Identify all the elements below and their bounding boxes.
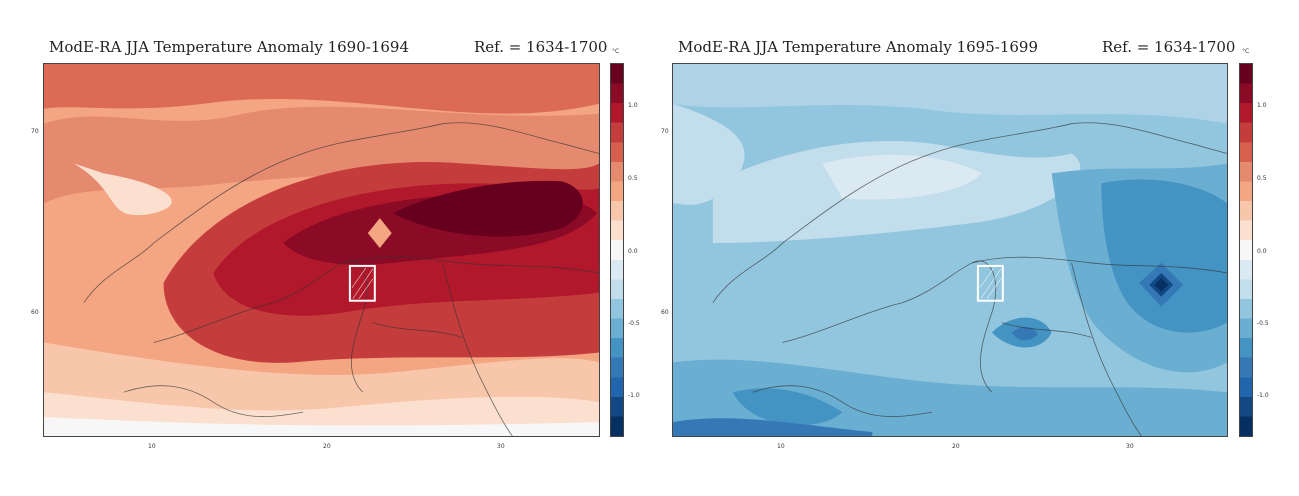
colorbar-tick: 0.0 bbox=[628, 248, 638, 255]
colorbar-tick: 1.0 bbox=[1257, 102, 1267, 109]
colorbar-tick: -1.0 bbox=[628, 392, 640, 399]
temperature-anomaly-map bbox=[672, 63, 1228, 437]
temperature-anomaly-map bbox=[43, 63, 600, 437]
colorbar bbox=[1239, 63, 1253, 437]
panel-title: ModE-RA JJA Temperature Anomaly 1695-169… bbox=[678, 38, 1038, 56]
reference-period: Ref. = 1634-1700 bbox=[1102, 38, 1236, 56]
study-area-box bbox=[348, 264, 376, 302]
lon-label-10: 10 bbox=[777, 443, 785, 450]
colorbar-unit: °C bbox=[1242, 48, 1250, 55]
colorbar bbox=[610, 63, 624, 437]
colorbar-tick: 0.5 bbox=[628, 175, 638, 182]
colorbar-tick: 1.0 bbox=[628, 102, 638, 109]
lon-label-20: 20 bbox=[952, 443, 960, 450]
lat-label-60: 60 bbox=[661, 309, 669, 316]
colorbar-unit: °C bbox=[612, 48, 620, 55]
panel-title: ModE-RA JJA Temperature Anomaly 1690-169… bbox=[49, 38, 409, 56]
map-svg bbox=[44, 64, 599, 436]
colorbar-tick: -1.0 bbox=[1257, 392, 1269, 399]
study-area-box bbox=[976, 264, 1004, 302]
lon-label-20: 20 bbox=[323, 443, 331, 450]
map-svg bbox=[673, 64, 1227, 436]
colorbar-tick: -0.5 bbox=[1257, 320, 1269, 327]
panel-right: ModE-RA JJA Temperature Anomaly 1695-169… bbox=[630, 0, 1270, 496]
colorbar-tick: 0.5 bbox=[1257, 175, 1267, 182]
lon-label-30: 30 bbox=[1126, 443, 1134, 450]
colorbar-tick: -0.5 bbox=[628, 320, 640, 327]
reference-period: Ref. = 1634-1700 bbox=[474, 38, 608, 56]
colorbar-tick: 0.0 bbox=[1257, 248, 1267, 255]
coastline-outline bbox=[712, 122, 1227, 436]
lat-label-70: 70 bbox=[661, 128, 669, 135]
lon-label-10: 10 bbox=[148, 443, 156, 450]
coastline-outline bbox=[83, 122, 599, 436]
panel-left: ModE-RA JJA Temperature Anomaly 1690-169… bbox=[0, 0, 640, 496]
lat-label-70: 70 bbox=[31, 128, 39, 135]
lon-label-30: 30 bbox=[497, 443, 505, 450]
lat-label-60: 60 bbox=[31, 309, 39, 316]
